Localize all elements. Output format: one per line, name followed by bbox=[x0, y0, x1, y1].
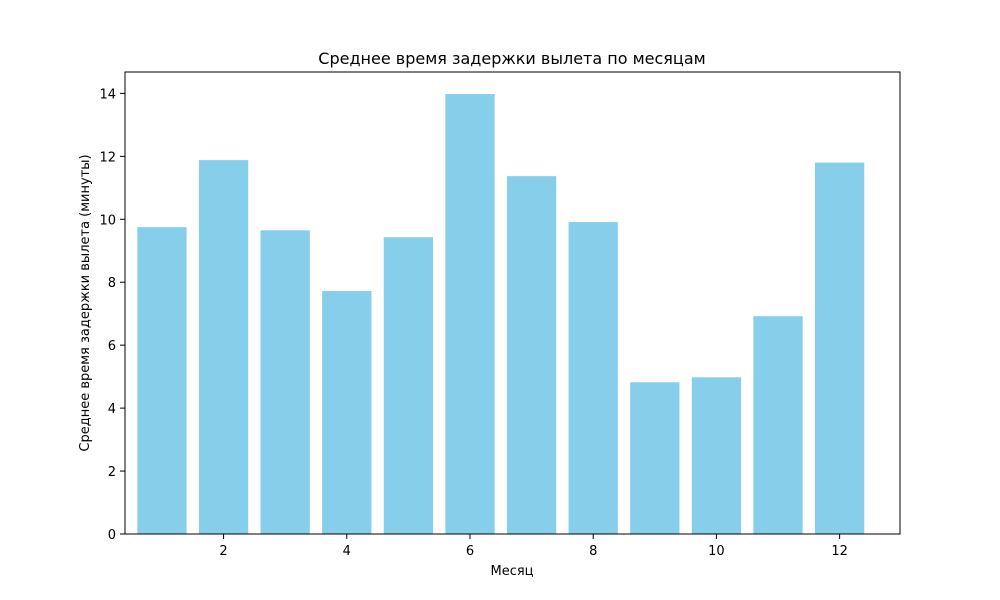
plot-frame bbox=[124, 71, 901, 535]
x-axis-ticks: 2 4 6 8 10 12 bbox=[219, 534, 848, 559]
bar-month-10 bbox=[691, 377, 742, 534]
y-tick-label: 2 bbox=[108, 465, 116, 480]
y-tick-label: 0 bbox=[108, 528, 116, 543]
y-axis-label: Среднее время задержки вылета (минуты) bbox=[78, 154, 93, 451]
x-tick-label: 4 bbox=[343, 544, 351, 559]
y-axis-ticks: 0 2 4 6 8 10 12 14 bbox=[99, 87, 125, 543]
bar-month-1 bbox=[137, 227, 187, 535]
bar-month-12 bbox=[814, 162, 865, 534]
y-tick-label: 4 bbox=[108, 402, 116, 417]
bar-month-4 bbox=[322, 291, 372, 534]
x-axis-label: Месяц bbox=[490, 564, 533, 579]
bars-group bbox=[137, 94, 865, 535]
y-tick-label: 10 bbox=[99, 213, 116, 228]
x-tick-label: 2 bbox=[219, 544, 227, 559]
bar-month-8 bbox=[568, 222, 618, 534]
y-tick-label: 6 bbox=[108, 339, 116, 354]
bar-month-11 bbox=[753, 316, 803, 534]
x-tick-label: 12 bbox=[831, 544, 848, 559]
x-tick-label: 10 bbox=[708, 544, 725, 559]
bar-month-5 bbox=[383, 237, 434, 534]
y-tick-label: 14 bbox=[99, 87, 116, 102]
x-tick-label: 6 bbox=[466, 544, 474, 559]
bar-month-6 bbox=[445, 94, 495, 535]
y-tick-label: 8 bbox=[108, 276, 116, 291]
y-tick-label: 12 bbox=[99, 150, 116, 165]
x-tick-label: 8 bbox=[589, 544, 597, 559]
bar-month-7 bbox=[506, 176, 557, 535]
bar-month-2 bbox=[198, 160, 249, 535]
bar-month-9 bbox=[630, 382, 680, 534]
bar-month-3 bbox=[260, 230, 310, 534]
chart-title: Среднее время задержки вылета по месяцам bbox=[318, 49, 705, 68]
